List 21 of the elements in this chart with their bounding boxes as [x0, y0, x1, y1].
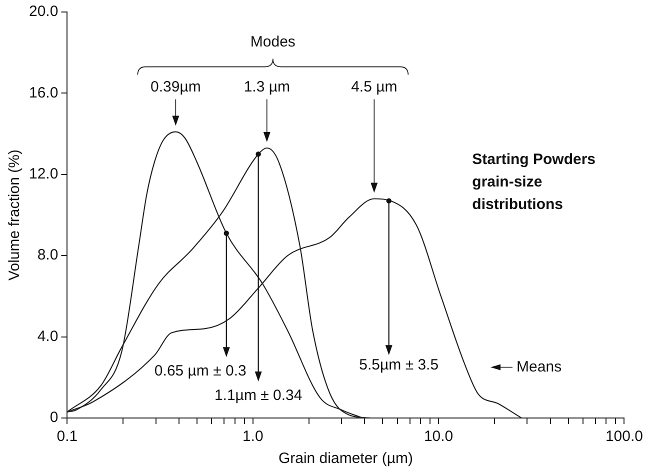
y-tick-label: 0	[50, 409, 58, 426]
y-tick-label: 16.0	[28, 84, 58, 102]
x-tick-label: 10.0	[424, 428, 454, 446]
x-tick-label: 1.0	[242, 428, 264, 446]
annotation: 0.65 µm ± 0.3	[154, 362, 246, 380]
y-tick-label: 8.0	[37, 246, 58, 264]
x-axis-title: Grain diameter (µm)	[278, 450, 413, 468]
y-tick-label: 20.0	[28, 3, 58, 20]
annotation: 5.5µm ± 3.5	[359, 356, 439, 374]
annotation: 1.1µm ± 0.34	[214, 386, 302, 404]
x-tick-label: 100.0	[605, 428, 644, 446]
annotation: Means	[516, 358, 562, 376]
y-tick-label: 12.0	[28, 166, 58, 183]
y-tick-label: 4.0	[37, 328, 58, 345]
y-axis-title: Volume fraction (%)	[6, 150, 24, 280]
text: Starting Powders grain-size distributions	[472, 151, 596, 214]
annotation: 4.5 µm	[351, 78, 398, 96]
annotation: 1.3 µm	[244, 78, 290, 96]
x-tick-label: 0.1	[56, 428, 78, 446]
annotation: 0.39µm	[150, 78, 201, 96]
annotation: Modes	[250, 34, 296, 51]
